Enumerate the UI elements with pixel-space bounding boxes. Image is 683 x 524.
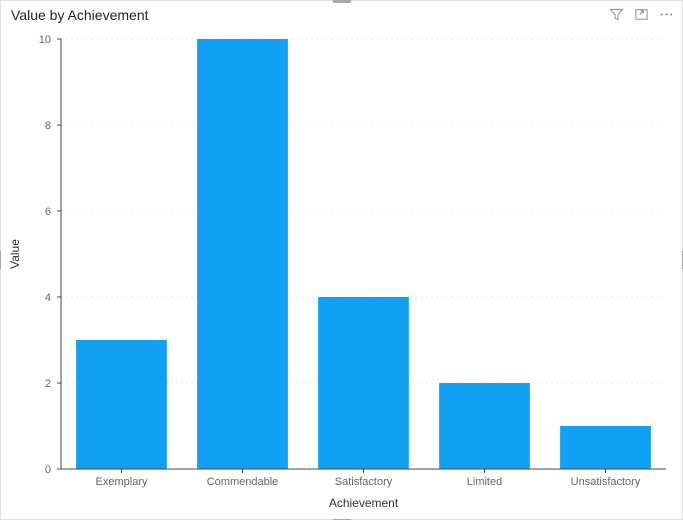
- visual-toolbar: [609, 7, 674, 22]
- visual-card: Value by Achievement 0 2 4 6 8 10 Exemplary Com…: [0, 0, 683, 520]
- y-tick-label: 6: [45, 206, 51, 218]
- y-tick-label: 8: [45, 120, 51, 132]
- focus-mode-icon[interactable]: [634, 7, 649, 22]
- chart-area: 0 2 4 6 8 10 Exemplary Commendable Satisfactory L…: [1, 31, 682, 519]
- more-options-icon[interactable]: [659, 7, 674, 22]
- bar[interactable]: [439, 383, 530, 469]
- resize-handle-top[interactable]: [333, 0, 351, 3]
- bar[interactable]: [560, 426, 651, 469]
- y-tick-label: 2: [45, 378, 51, 390]
- chart-title: Value by Achievement: [11, 7, 149, 23]
- x-tick-label: Commendable: [207, 476, 279, 488]
- bar[interactable]: [197, 39, 288, 469]
- y-tick-label: 10: [39, 34, 51, 46]
- bar[interactable]: [318, 297, 409, 469]
- x-tick-label: Unsatisfactory: [571, 476, 641, 488]
- bar-chart: 0 2 4 6 8 10 Exemplary Commendable Satisfactory L…: [1, 31, 682, 519]
- y-axis-label: Value: [8, 239, 22, 269]
- x-tick-label: Satisfactory: [335, 476, 393, 488]
- filter-icon[interactable]: [609, 7, 624, 22]
- x-tick-label: Exemplary: [96, 476, 148, 488]
- y-tick-label: 4: [45, 292, 51, 304]
- bar[interactable]: [76, 340, 167, 469]
- y-tick-label: 0: [45, 464, 51, 476]
- x-axis-label: Achievement: [329, 496, 399, 510]
- x-tick-label: Limited: [467, 476, 502, 488]
